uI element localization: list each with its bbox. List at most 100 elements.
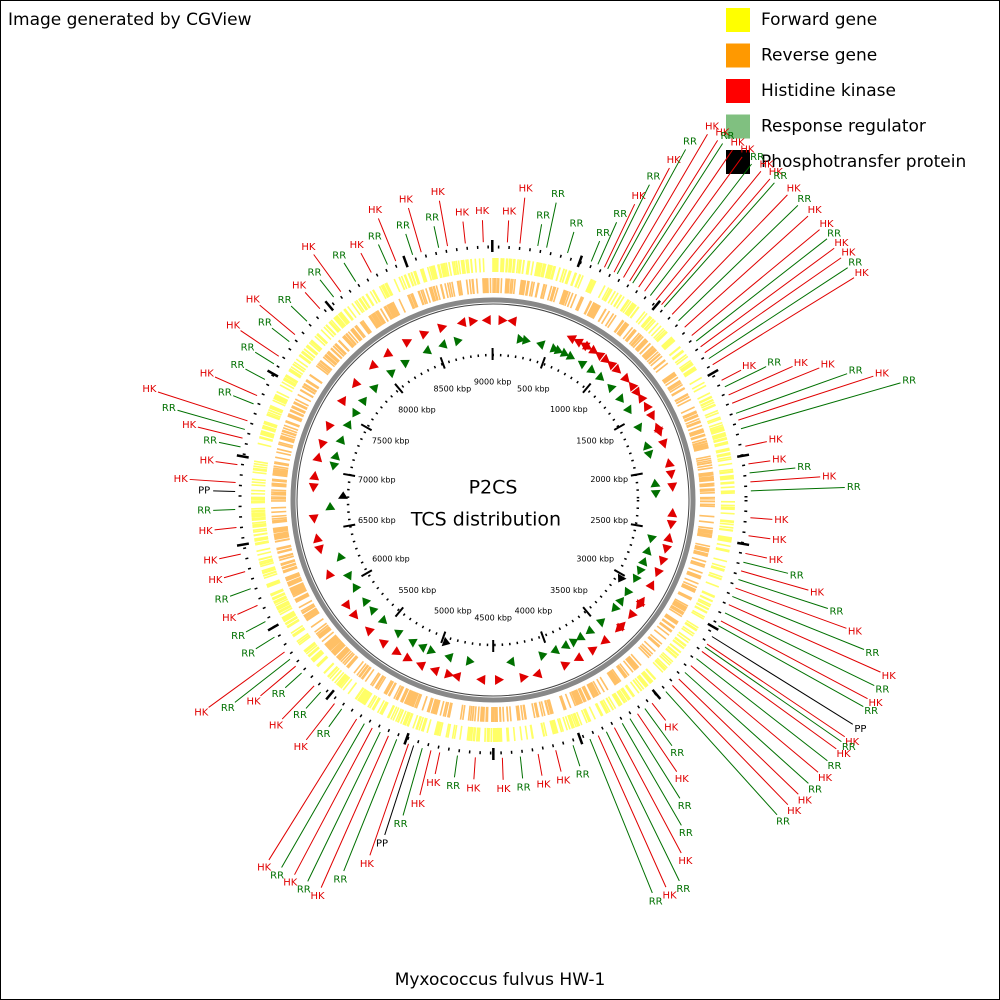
feature-label: RR: [646, 172, 660, 183]
rings: 500 kbp 1000 kbp 1500 kbp 2000 kbp 2500 kbp 3…: [236, 239, 750, 761]
feature-line: [728, 365, 793, 396]
feature-marker: [308, 482, 319, 493]
tick-mark: [266, 369, 279, 378]
feature-label: HK: [810, 588, 825, 599]
feature-line: [671, 194, 788, 315]
feature-line: [740, 570, 809, 591]
feature-marker: [538, 651, 548, 661]
feature-label: HK: [742, 361, 757, 372]
feature-marker: [645, 410, 655, 421]
feature-marker: [581, 340, 593, 350]
feature-marker: [565, 350, 576, 360]
feature-marker: [622, 404, 632, 415]
feature-line: [240, 330, 280, 357]
feature-label: HK: [841, 248, 856, 259]
feature-label: RR: [670, 748, 684, 759]
feature-line: [157, 391, 248, 422]
tick-label: 1500 kbp: [576, 436, 614, 445]
legend-label: Forward gene: [761, 10, 877, 30]
feature-marker: [468, 316, 479, 327]
feature-marker: [408, 638, 418, 648]
feature-line: [218, 441, 241, 448]
feature-marker: [352, 583, 362, 593]
feature-line: [219, 553, 241, 560]
feature-marker: [662, 543, 673, 554]
feature-label: HK: [667, 155, 682, 166]
feature-line: [724, 612, 875, 686]
feature-line: [189, 478, 236, 484]
feature-line: [597, 735, 667, 888]
feature-label: RR: [596, 228, 610, 239]
feature-label: HK: [769, 167, 784, 178]
feature-label: PP: [198, 486, 210, 497]
feature-label: HK: [787, 806, 802, 817]
feature-label: HK: [760, 159, 775, 170]
tick-mark: [343, 523, 356, 528]
feature-marker: [308, 514, 319, 524]
feature-marker: [362, 597, 372, 607]
feature-label: HK: [556, 775, 571, 786]
feature-marker: [400, 359, 410, 369]
feature-marker: [494, 674, 505, 685]
feature-line: [255, 636, 275, 650]
feature-label: HK: [705, 121, 720, 132]
feature-line: [750, 517, 773, 520]
feature-marker: [516, 333, 526, 344]
feature-marker: [506, 656, 515, 667]
tick-label: 1000 kbp: [550, 405, 588, 414]
feature-line: [728, 604, 881, 673]
feature-marker: [342, 570, 352, 581]
feature-marker: [402, 652, 413, 662]
feature-line: [605, 731, 680, 882]
feature-line: [213, 490, 236, 493]
feature-marker: [415, 661, 427, 671]
feature-marker: [550, 644, 560, 655]
feature-line: [567, 231, 575, 254]
feature-line: [519, 197, 526, 244]
feature-label: RR: [829, 606, 843, 617]
feature-marker: [476, 674, 486, 685]
feature-label: RR: [875, 684, 889, 695]
feature-label: RR: [570, 218, 584, 229]
legend-swatch: [726, 114, 750, 139]
feature-line: [731, 367, 820, 404]
feature-line: [343, 739, 398, 872]
feature-marker: [444, 652, 454, 663]
feature-line: [732, 595, 865, 650]
feature-line: [700, 247, 835, 348]
feature-line: [304, 292, 321, 310]
feature-label: HK: [502, 206, 517, 217]
feature-marker: [378, 639, 389, 649]
tick-label: 7000 kbp: [358, 475, 396, 484]
feature-marker: [325, 501, 336, 511]
feature-label: HK: [222, 613, 237, 624]
feature-line: [706, 643, 846, 738]
feature-marker: [385, 369, 396, 379]
feature-line: [320, 735, 389, 888]
feature-line: [501, 757, 504, 780]
tick-label: 500 kbp: [517, 385, 550, 394]
feature-line: [197, 426, 243, 439]
feature-marker: [377, 614, 388, 625]
feature-marker: [383, 347, 394, 358]
tick-mark: [539, 356, 546, 369]
tick-mark: [707, 368, 719, 377]
feature-label: RR: [446, 781, 460, 792]
tick-mark: [651, 689, 662, 700]
feature-line: [748, 460, 771, 465]
feature-marker: [312, 452, 323, 463]
feature-label: RR: [241, 649, 255, 660]
feature-line: [328, 708, 343, 728]
feature-label: HK: [875, 368, 890, 379]
feature-marker: [401, 339, 413, 348]
tick-mark: [582, 382, 592, 394]
feature-label: RR: [849, 366, 863, 377]
feature-marker: [566, 335, 578, 345]
feature-line: [405, 233, 414, 255]
feature-line: [237, 604, 258, 615]
feature-marker: [611, 602, 621, 612]
feature-line: [590, 240, 601, 262]
feature-marker: [481, 315, 491, 326]
feature-label: HK: [848, 626, 863, 637]
feature-label: RR: [649, 896, 663, 907]
